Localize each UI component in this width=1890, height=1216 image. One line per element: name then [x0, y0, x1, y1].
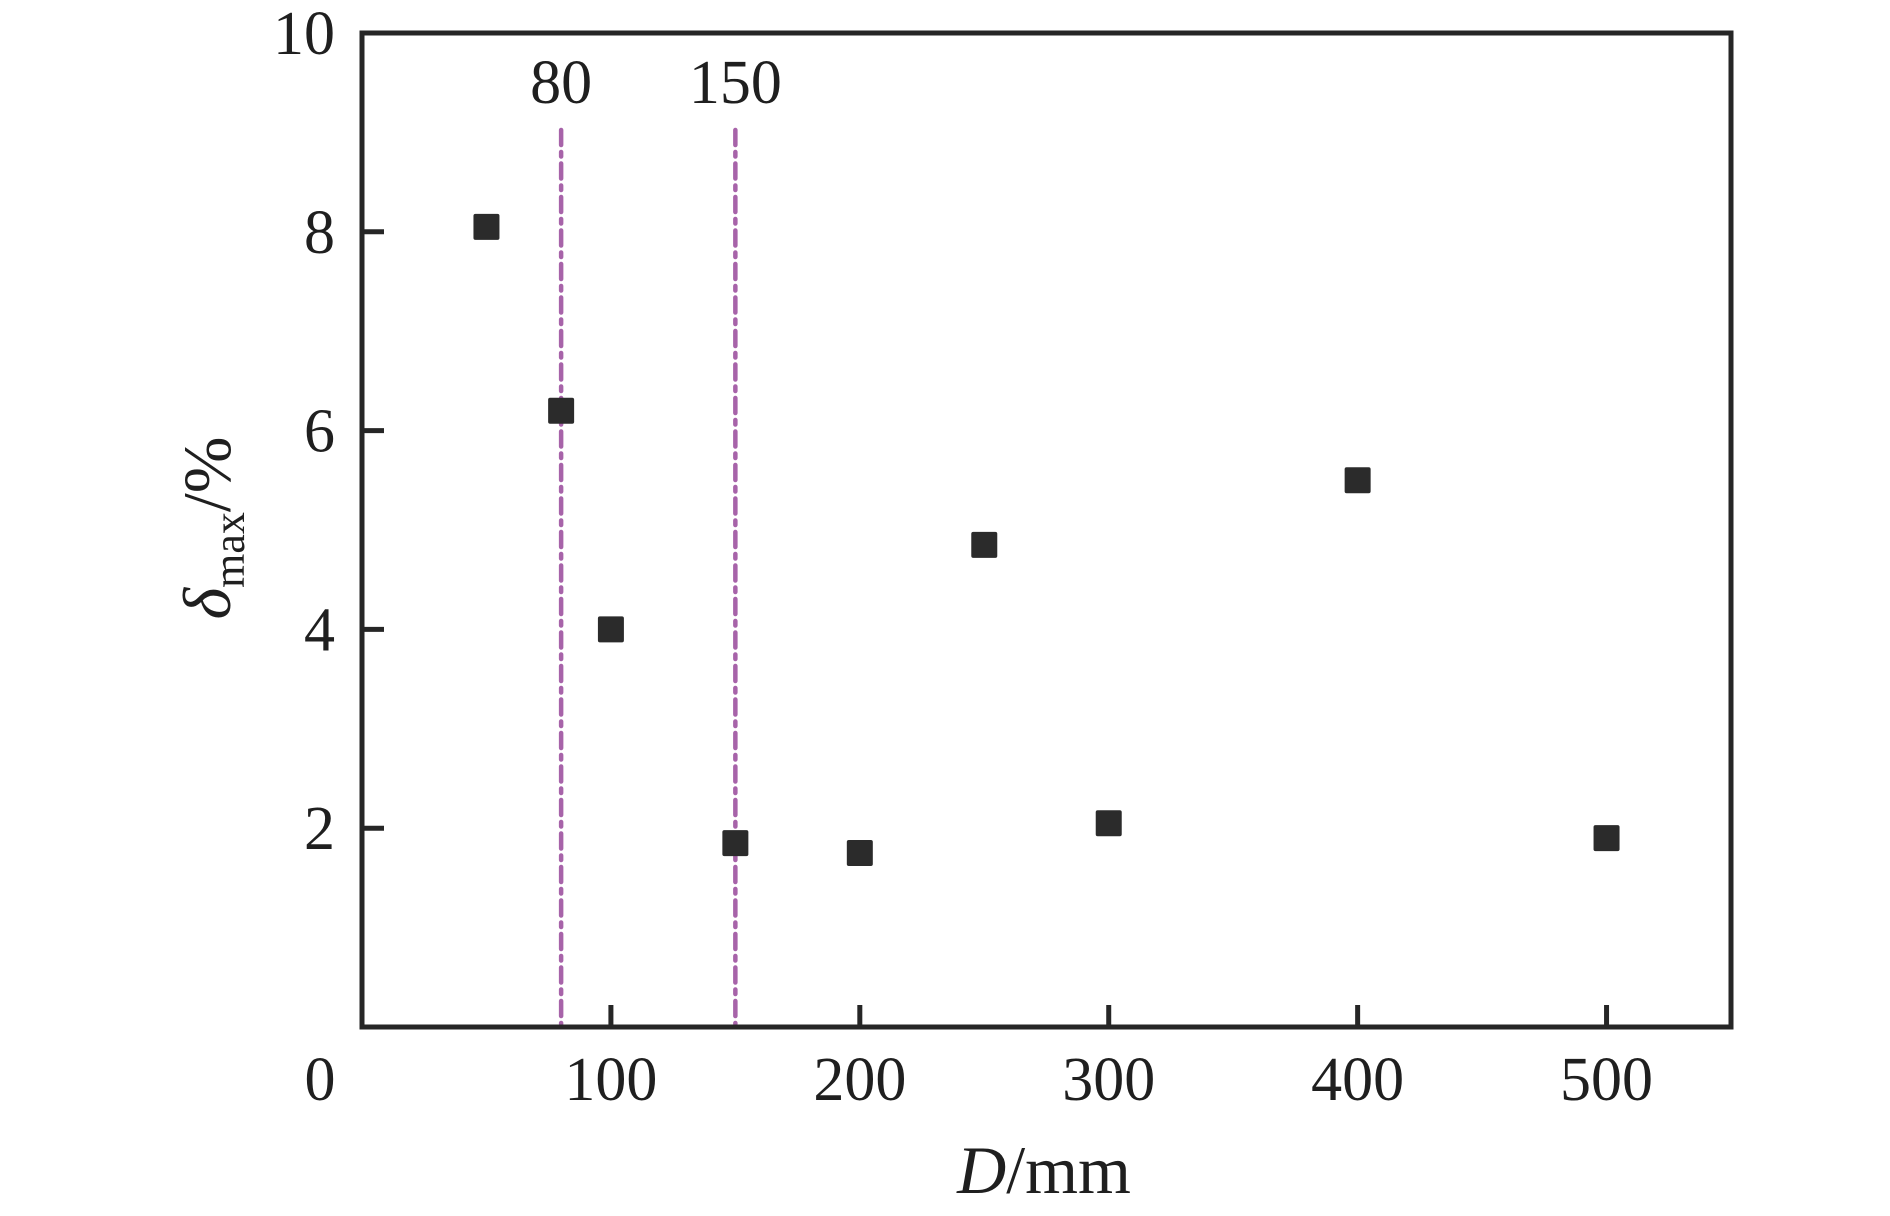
data-point-marker [971, 531, 998, 558]
x-axis-tick-label-500: 500 [1560, 1046, 1653, 1114]
reference-line-label-150: 150 [689, 49, 782, 117]
x-axis-tick-label-300: 300 [1062, 1046, 1155, 1114]
y-axis-tick-label-4: 4 [304, 596, 335, 664]
data-point-marker [473, 213, 500, 240]
reference-lines-layer: 80 150 [530, 49, 782, 1027]
reference-line-label-80: 80 [530, 49, 592, 117]
data-point-marker [846, 840, 873, 867]
y-axis-title: δmax/% [169, 437, 254, 620]
plot-frame [359, 30, 1734, 1030]
x-axis-tick-label-400: 400 [1311, 1046, 1404, 1114]
y-axis-tick-label-8: 8 [304, 199, 335, 267]
axis-labels-layer: 0 100 200 300 400 500 2 4 6 8 10 D/mm δmax/% [169, 0, 1653, 1208]
y-axis-tick-label-2: 2 [304, 795, 335, 863]
data-point-marker [597, 616, 624, 643]
data-point-marker [548, 397, 575, 424]
x-axis-title: D/mm [956, 1132, 1131, 1208]
data-points-layer [473, 213, 1620, 867]
x-axis-tick-label-100: 100 [564, 1046, 657, 1114]
data-point-marker [722, 830, 749, 857]
y-axis-tick-label-10: 10 [273, 0, 335, 68]
plot-frame-layer [359, 30, 1734, 1030]
data-point-marker [1344, 467, 1371, 494]
x-axis-tick-label-0: 0 [305, 1046, 336, 1114]
x-axis-tick-label-200: 200 [813, 1046, 906, 1114]
y-axis-tick-label-6: 6 [304, 398, 335, 466]
axis-ticks-layer [362, 229, 1610, 1027]
data-point-marker [1095, 810, 1122, 837]
data-point-marker [1593, 825, 1620, 852]
